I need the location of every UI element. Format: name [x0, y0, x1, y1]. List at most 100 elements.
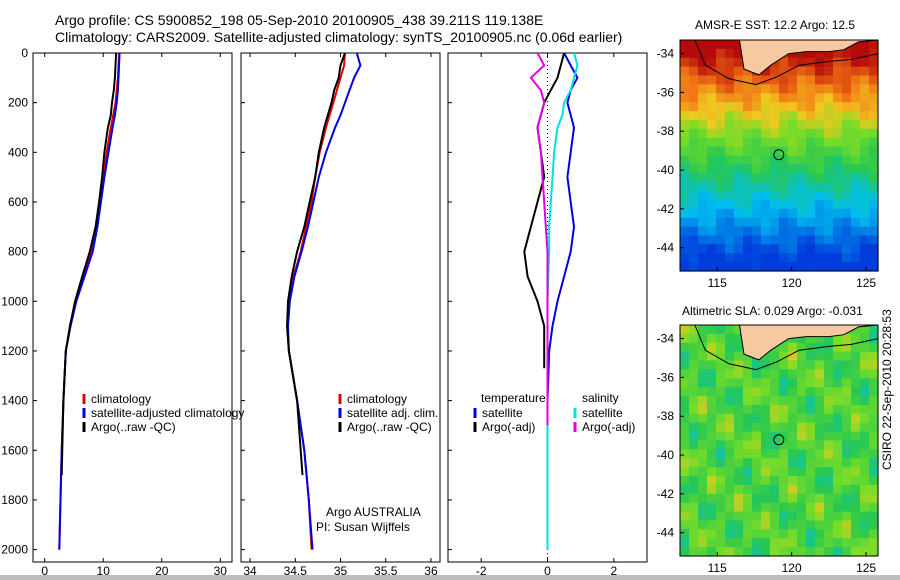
map-cell [869, 137, 879, 148]
map-cell [761, 547, 771, 557]
map-cell [788, 458, 798, 468]
map-cell [833, 396, 843, 406]
map-cell [797, 360, 807, 370]
map-cell [689, 66, 699, 77]
map-cell [806, 511, 816, 522]
map-cell [779, 529, 789, 539]
map-cell [797, 208, 807, 219]
map-cell [716, 173, 726, 183]
map-cell [779, 378, 789, 388]
map-cell [824, 208, 834, 219]
map-cell [869, 467, 879, 477]
map-cell [851, 199, 861, 210]
map-cell [851, 253, 861, 263]
map-cell [725, 396, 735, 406]
map-cell [734, 529, 744, 539]
map-cell [680, 476, 690, 486]
map-cell [743, 476, 753, 486]
map-cell [779, 538, 789, 548]
map-cell [770, 191, 780, 201]
map-cell [806, 484, 816, 495]
map-cell [851, 333, 861, 344]
map-cell [689, 378, 699, 388]
map-cell [806, 199, 816, 210]
map-cell [752, 449, 762, 459]
map-cell [788, 84, 798, 94]
map-cell [869, 325, 879, 335]
map-cell [680, 547, 690, 557]
map-cell [806, 191, 816, 201]
map-cell [806, 360, 816, 370]
map-cell [752, 538, 762, 548]
map-cell [680, 191, 690, 201]
map-cell [734, 75, 744, 85]
map-cell [824, 102, 834, 112]
map-cell [824, 66, 834, 77]
map-cell [680, 405, 690, 415]
legend-satellite-sal: satellite adj. clim. [347, 406, 438, 420]
map-cell [797, 422, 807, 433]
map-cell [860, 342, 870, 353]
map-cell [788, 217, 798, 228]
map-cell [833, 173, 843, 183]
map-cell [689, 57, 699, 68]
map-cell [860, 199, 870, 210]
map-cell [824, 369, 834, 379]
map-cell [689, 484, 699, 495]
map-cell [824, 75, 834, 85]
map-cell [707, 120, 717, 130]
map-cell [806, 431, 816, 442]
map-cell [824, 57, 834, 68]
map-cell [689, 405, 699, 415]
map-cell [824, 387, 834, 397]
x-tick-label: -2 [476, 564, 487, 578]
map-cell [770, 493, 780, 504]
map-cell [689, 146, 699, 157]
map-cell [761, 529, 771, 539]
map-cell [851, 369, 861, 379]
map-cell [788, 253, 798, 263]
map-cell [869, 431, 879, 442]
map-cell [761, 405, 771, 415]
map-cell [806, 440, 816, 450]
map-cell [752, 208, 762, 219]
map-cell [680, 66, 690, 77]
map-cell [698, 146, 708, 157]
map-cell [824, 111, 834, 121]
map-cell [761, 173, 771, 183]
map-cell [869, 493, 879, 504]
map-cell [851, 520, 861, 530]
map-cell [707, 538, 717, 548]
map-cell [743, 120, 753, 130]
map-cell [680, 262, 690, 272]
map-cell [788, 235, 798, 245]
map-cell [716, 155, 726, 165]
map-cell [842, 387, 852, 397]
bottom-strip [0, 575, 900, 580]
map-cell [815, 520, 825, 530]
map-cell [779, 422, 789, 433]
map-cell [761, 137, 771, 148]
map-cell [716, 493, 726, 504]
x-tick-label: 0 [544, 564, 551, 578]
y-tick-label: 1600 [1, 443, 28, 457]
map-cell [824, 244, 834, 254]
map-cell [680, 360, 690, 370]
map-cell [770, 253, 780, 263]
map-cell [797, 342, 807, 353]
map-cell [788, 378, 798, 388]
map-cell [770, 476, 780, 486]
map-cell [788, 493, 798, 504]
map-cell [788, 369, 798, 379]
map-cell [869, 378, 879, 388]
map-cell [761, 244, 771, 254]
map-cell [716, 182, 726, 192]
map-cell [752, 369, 762, 379]
map-cell [797, 262, 807, 272]
map-cell [752, 128, 762, 139]
map-cell [779, 111, 789, 121]
map-cell [860, 164, 870, 174]
map-cell [707, 360, 717, 370]
map-cell [806, 476, 816, 486]
map-cell [761, 120, 771, 130]
